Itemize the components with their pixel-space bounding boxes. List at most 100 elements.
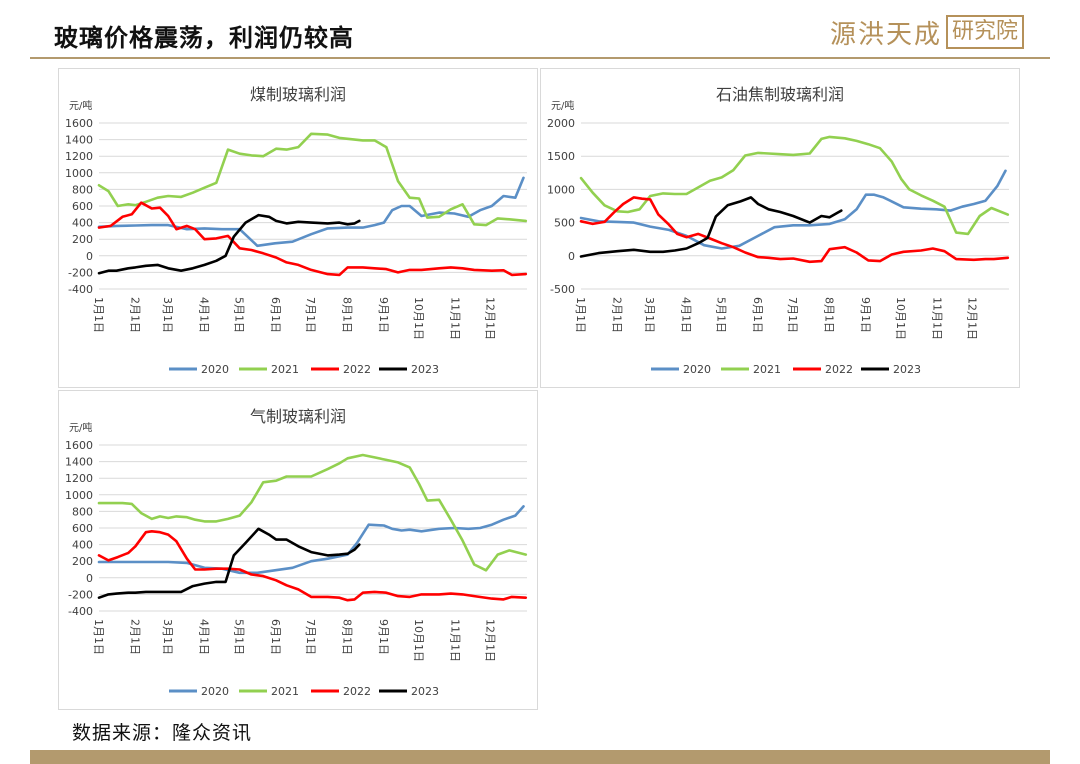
y-tick-label: -500 xyxy=(550,283,575,296)
y-axis-unit: 元/吨 xyxy=(69,421,92,434)
y-tick-label: -400 xyxy=(68,605,93,618)
x-tick-label: 1月1日 xyxy=(92,297,105,333)
legend-label-2023: 2023 xyxy=(411,363,439,376)
series-line-2021 xyxy=(97,453,528,572)
legend-label-2023: 2023 xyxy=(893,363,921,376)
x-tick-label: 4月1日 xyxy=(680,297,693,333)
y-tick-label: 1000 xyxy=(65,489,93,502)
y-tick-label: 200 xyxy=(72,555,93,568)
chart-panel-petcoke: 石油焦制玻璃利润 元/吨 -500 0 500 1000 1500 2000 1月1日 2月1日 3… xyxy=(540,68,1020,388)
x-tick-label: 7月1日 xyxy=(786,297,799,333)
y-tick-label: 1400 xyxy=(65,456,93,469)
legend-label-2020: 2020 xyxy=(201,685,229,698)
y-tick-label: 400 xyxy=(72,539,93,552)
y-tick-label: 1000 xyxy=(547,183,575,196)
footer-bar xyxy=(30,750,1050,764)
x-tick-label: 6月1日 xyxy=(751,297,764,333)
x-tick-label: 9月1日 xyxy=(859,297,872,333)
series-line-2022 xyxy=(97,530,528,602)
legend-label-2022: 2022 xyxy=(825,363,853,376)
legend-label-2022: 2022 xyxy=(343,685,371,698)
logo-text: 源洪天成 xyxy=(829,19,942,50)
series-line-2020 xyxy=(579,169,1007,250)
series-line-2022 xyxy=(579,196,1010,264)
x-tick-label: 11月1日 xyxy=(930,297,943,340)
series-line-2021 xyxy=(579,135,1010,236)
page-title: 玻璃价格震荡，利润仍较高 xyxy=(54,24,354,52)
x-tick-label: 10月1日 xyxy=(894,297,907,340)
x-tick-label: 7月1日 xyxy=(304,297,317,333)
x-tick-label: 12月1日 xyxy=(966,297,979,340)
y-tick-label: 0 xyxy=(86,250,93,263)
x-tick-label: 6月1日 xyxy=(269,619,282,655)
y-tick-label: 400 xyxy=(72,217,93,230)
chart-title: 气制玻璃利润 xyxy=(250,407,346,426)
y-axis-unit: 元/吨 xyxy=(551,99,574,112)
x-tick-label: 1月1日 xyxy=(92,619,105,655)
x-tick-label: 3月1日 xyxy=(161,297,174,333)
x-tick-label: 9月1日 xyxy=(377,619,390,655)
data-source-note: 数据来源：隆众资讯 xyxy=(72,722,253,744)
x-tick-label: 7月1日 xyxy=(304,619,317,655)
x-tick-label: 11月1日 xyxy=(448,297,461,340)
x-tick-label: 11月1日 xyxy=(448,619,461,662)
legend-label-2021: 2021 xyxy=(271,685,299,698)
x-tick-label: 2月1日 xyxy=(128,619,141,655)
y-tick-label: 0 xyxy=(568,250,575,263)
y-tick-label: 200 xyxy=(72,233,93,246)
y-tick-label: 2000 xyxy=(547,117,575,130)
x-tick-label: 4月1日 xyxy=(198,619,211,655)
x-tick-label: 10月1日 xyxy=(412,297,425,340)
y-tick-label: 1200 xyxy=(65,150,93,163)
series-line-2021 xyxy=(97,132,528,227)
series-line-2023 xyxy=(97,527,361,599)
series-line-2023 xyxy=(97,213,361,275)
logo-box: 研究院 xyxy=(945,15,1024,49)
y-tick-label: 1600 xyxy=(65,117,93,130)
y-tick-label: -200 xyxy=(68,588,93,601)
y-tick-label: 800 xyxy=(72,183,93,196)
x-tick-label: 5月1日 xyxy=(715,297,728,333)
legend-label-2020: 2020 xyxy=(201,363,229,376)
series-line-2023 xyxy=(579,196,843,258)
title-divider xyxy=(30,57,1050,59)
x-tick-label: 2月1日 xyxy=(128,297,141,333)
x-tick-label: 1月1日 xyxy=(574,297,587,333)
x-tick-label: 5月1日 xyxy=(233,297,246,333)
y-tick-label: 1400 xyxy=(65,134,93,147)
series-line-2022 xyxy=(97,201,528,277)
series-line-2020 xyxy=(97,505,525,575)
y-tick-label: -400 xyxy=(68,283,93,296)
x-tick-label: 4月1日 xyxy=(198,297,211,333)
x-tick-label: 8月1日 xyxy=(823,297,836,333)
y-tick-label: 500 xyxy=(554,217,575,230)
y-tick-label: 1600 xyxy=(65,439,93,452)
y-tick-label: 800 xyxy=(72,505,93,518)
x-tick-label: 12月1日 xyxy=(484,619,497,662)
y-tick-label: -200 xyxy=(68,266,93,279)
x-tick-label: 8月1日 xyxy=(341,297,354,333)
y-tick-label: 0 xyxy=(86,572,93,585)
x-tick-label: 8月1日 xyxy=(341,619,354,655)
y-tick-label: 1000 xyxy=(65,167,93,180)
x-tick-label: 2月1日 xyxy=(610,297,623,333)
x-tick-label: 5月1日 xyxy=(233,619,246,655)
x-tick-label: 9月1日 xyxy=(377,297,390,333)
x-tick-label: 6月1日 xyxy=(269,297,282,333)
y-tick-label: 1200 xyxy=(65,472,93,485)
y-tick-label: 600 xyxy=(72,522,93,535)
legend-label-2021: 2021 xyxy=(271,363,299,376)
legend-label-2023: 2023 xyxy=(411,685,439,698)
x-tick-label: 3月1日 xyxy=(161,619,174,655)
x-tick-label: 10月1日 xyxy=(412,619,425,662)
y-tick-label: 600 xyxy=(72,200,93,213)
chart-title: 石油焦制玻璃利润 xyxy=(716,85,844,104)
chart-title: 煤制玻璃利润 xyxy=(250,85,346,104)
y-axis-unit: 元/吨 xyxy=(69,99,92,112)
chart-panel-coal: 煤制玻璃利润元/吨 -400 -200 0 200 400 600 800 1000 1200 14… xyxy=(58,68,538,388)
brand-logo: 源洪天成 研究院 xyxy=(830,14,1024,50)
y-tick-label: 1500 xyxy=(547,150,575,163)
